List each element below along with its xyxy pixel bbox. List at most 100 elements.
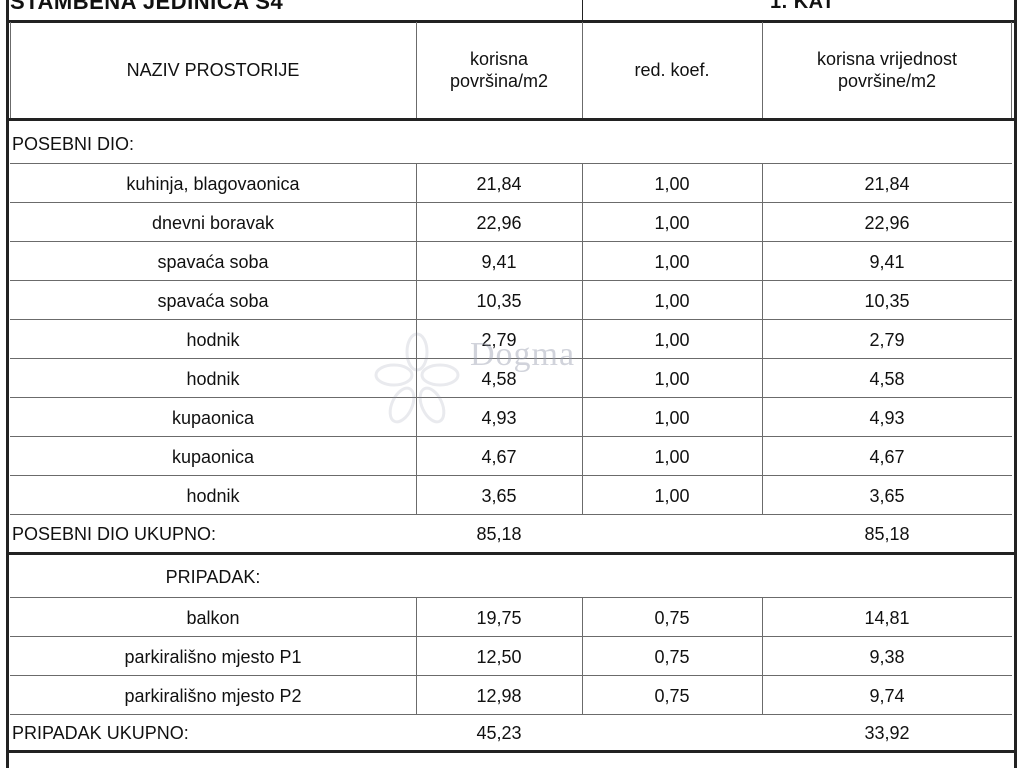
row-line: [10, 397, 1012, 398]
column-separator: [762, 320, 763, 359]
flower-logo-icon: [374, 332, 460, 424]
private-total-label: POSEBNI DIO UKUPNO:: [12, 524, 217, 544]
column-separator: [582, 242, 583, 281]
appurtenance-total-value: 33,92: [864, 722, 910, 743]
row-line: [10, 280, 1012, 281]
room-coef: 1,00: [654, 407, 690, 428]
outer-border-left: [6, 0, 9, 768]
column-header-area-line2: površina/m2: [449, 71, 549, 91]
room-coef: 1,00: [654, 290, 690, 311]
room-name: spavaća soba: [157, 251, 269, 272]
column-separator: [762, 281, 763, 320]
header-sep-1: [416, 22, 417, 118]
section-divider: [6, 552, 1017, 555]
column-separator: [582, 320, 583, 359]
room-area: 4,67: [481, 446, 517, 467]
room-name: hodnik: [186, 368, 240, 389]
room-coef: 0,75: [654, 685, 690, 706]
column-header-name: NAZIV PROSTORIJE: [126, 60, 300, 80]
room-name: kupaonica: [171, 446, 255, 467]
header-sep-3: [762, 22, 763, 118]
column-separator: [582, 598, 583, 637]
room-coef: 0,75: [654, 607, 690, 628]
column-separator: [416, 359, 417, 398]
column-separator: [416, 676, 417, 715]
table-bottom-border: [6, 750, 1017, 753]
column-separator: [582, 437, 583, 476]
row-line: [10, 675, 1012, 676]
column-separator: [762, 203, 763, 242]
room-area: 12,98: [476, 685, 522, 706]
column-header-coef: red. koef.: [634, 60, 710, 80]
room-area: 10,35: [476, 290, 522, 311]
column-separator: [582, 164, 583, 203]
column-separator: [582, 676, 583, 715]
header-top-border: [6, 20, 1017, 23]
row-line: [10, 475, 1012, 476]
column-header-value-line2: površine/m2: [837, 71, 937, 91]
room-name: hodnik: [186, 485, 240, 506]
room-name: parkirališno mjesto P1: [124, 646, 302, 667]
column-separator: [416, 242, 417, 281]
room-value: 4,67: [869, 446, 905, 467]
room-value: 3,65: [869, 485, 905, 506]
room-area: 19,75: [476, 607, 522, 628]
private-total-value: 85,18: [864, 524, 910, 544]
column-separator: [582, 398, 583, 437]
column-separator: [762, 476, 763, 515]
room-coef: 1,00: [654, 485, 690, 506]
room-name: spavaća soba: [157, 290, 269, 311]
inner-border-right: [1011, 22, 1012, 118]
column-separator: [762, 359, 763, 398]
room-name: hodnik: [186, 329, 240, 350]
column-header-value-line1: korisna vrijednost: [816, 49, 958, 69]
column-separator: [416, 281, 417, 320]
room-name: dnevni boravak: [151, 212, 275, 233]
column-separator: [582, 476, 583, 515]
row-line: [10, 163, 1012, 164]
room-area: 3,65: [481, 485, 517, 506]
room-coef: 1,00: [654, 212, 690, 233]
room-area: 22,96: [476, 212, 522, 233]
appurtenance-total-area: 45,23: [476, 722, 522, 743]
column-separator: [582, 281, 583, 320]
room-name: balkon: [186, 607, 240, 628]
row-line: [10, 319, 1012, 320]
column-separator: [416, 598, 417, 637]
room-value: 4,58: [869, 368, 905, 389]
room-coef: 1,00: [654, 446, 690, 467]
outer-border-right: [1014, 0, 1017, 768]
column-header-area-line1: korisna: [469, 49, 529, 69]
column-separator: [416, 320, 417, 359]
column-separator: [416, 398, 417, 437]
column-separator: [416, 437, 417, 476]
room-coef: 1,00: [654, 368, 690, 389]
room-value: 4,93: [869, 407, 905, 428]
room-area: 4,93: [481, 407, 517, 428]
room-value: 10,35: [864, 290, 910, 311]
private-total-area: 85,18: [476, 524, 522, 544]
column-separator: [416, 637, 417, 676]
header-sep-2: [582, 22, 583, 118]
column-header-value: korisna vrijednost površine/m2: [762, 22, 1012, 118]
room-name: parkirališno mjesto P2: [124, 685, 302, 706]
column-separator: [762, 242, 763, 281]
room-coef: 1,00: [654, 173, 690, 194]
room-coef: 1,00: [654, 251, 690, 272]
room-name: kupaonica: [171, 407, 255, 428]
room-area: 4,58: [481, 368, 517, 389]
room-coef: 1,00: [654, 329, 690, 350]
row-line: [10, 436, 1012, 437]
room-area: 9,41: [481, 251, 517, 272]
room-value: 2,79: [869, 329, 905, 350]
column-separator: [762, 676, 763, 715]
row-line: [10, 514, 1012, 515]
column-separator: [762, 164, 763, 203]
room-area: 2,79: [481, 329, 517, 350]
column-separator: [582, 637, 583, 676]
column-separator: [762, 437, 763, 476]
room-area: 12,50: [476, 646, 522, 667]
room-value: 14,81: [864, 607, 910, 628]
column-separator: [416, 164, 417, 203]
row-line: [10, 241, 1012, 242]
